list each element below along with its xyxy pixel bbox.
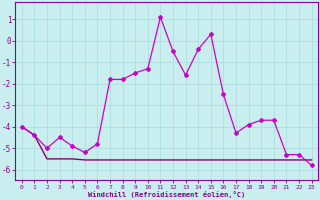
X-axis label: Windchill (Refroidissement éolien,°C): Windchill (Refroidissement éolien,°C) — [88, 191, 245, 198]
